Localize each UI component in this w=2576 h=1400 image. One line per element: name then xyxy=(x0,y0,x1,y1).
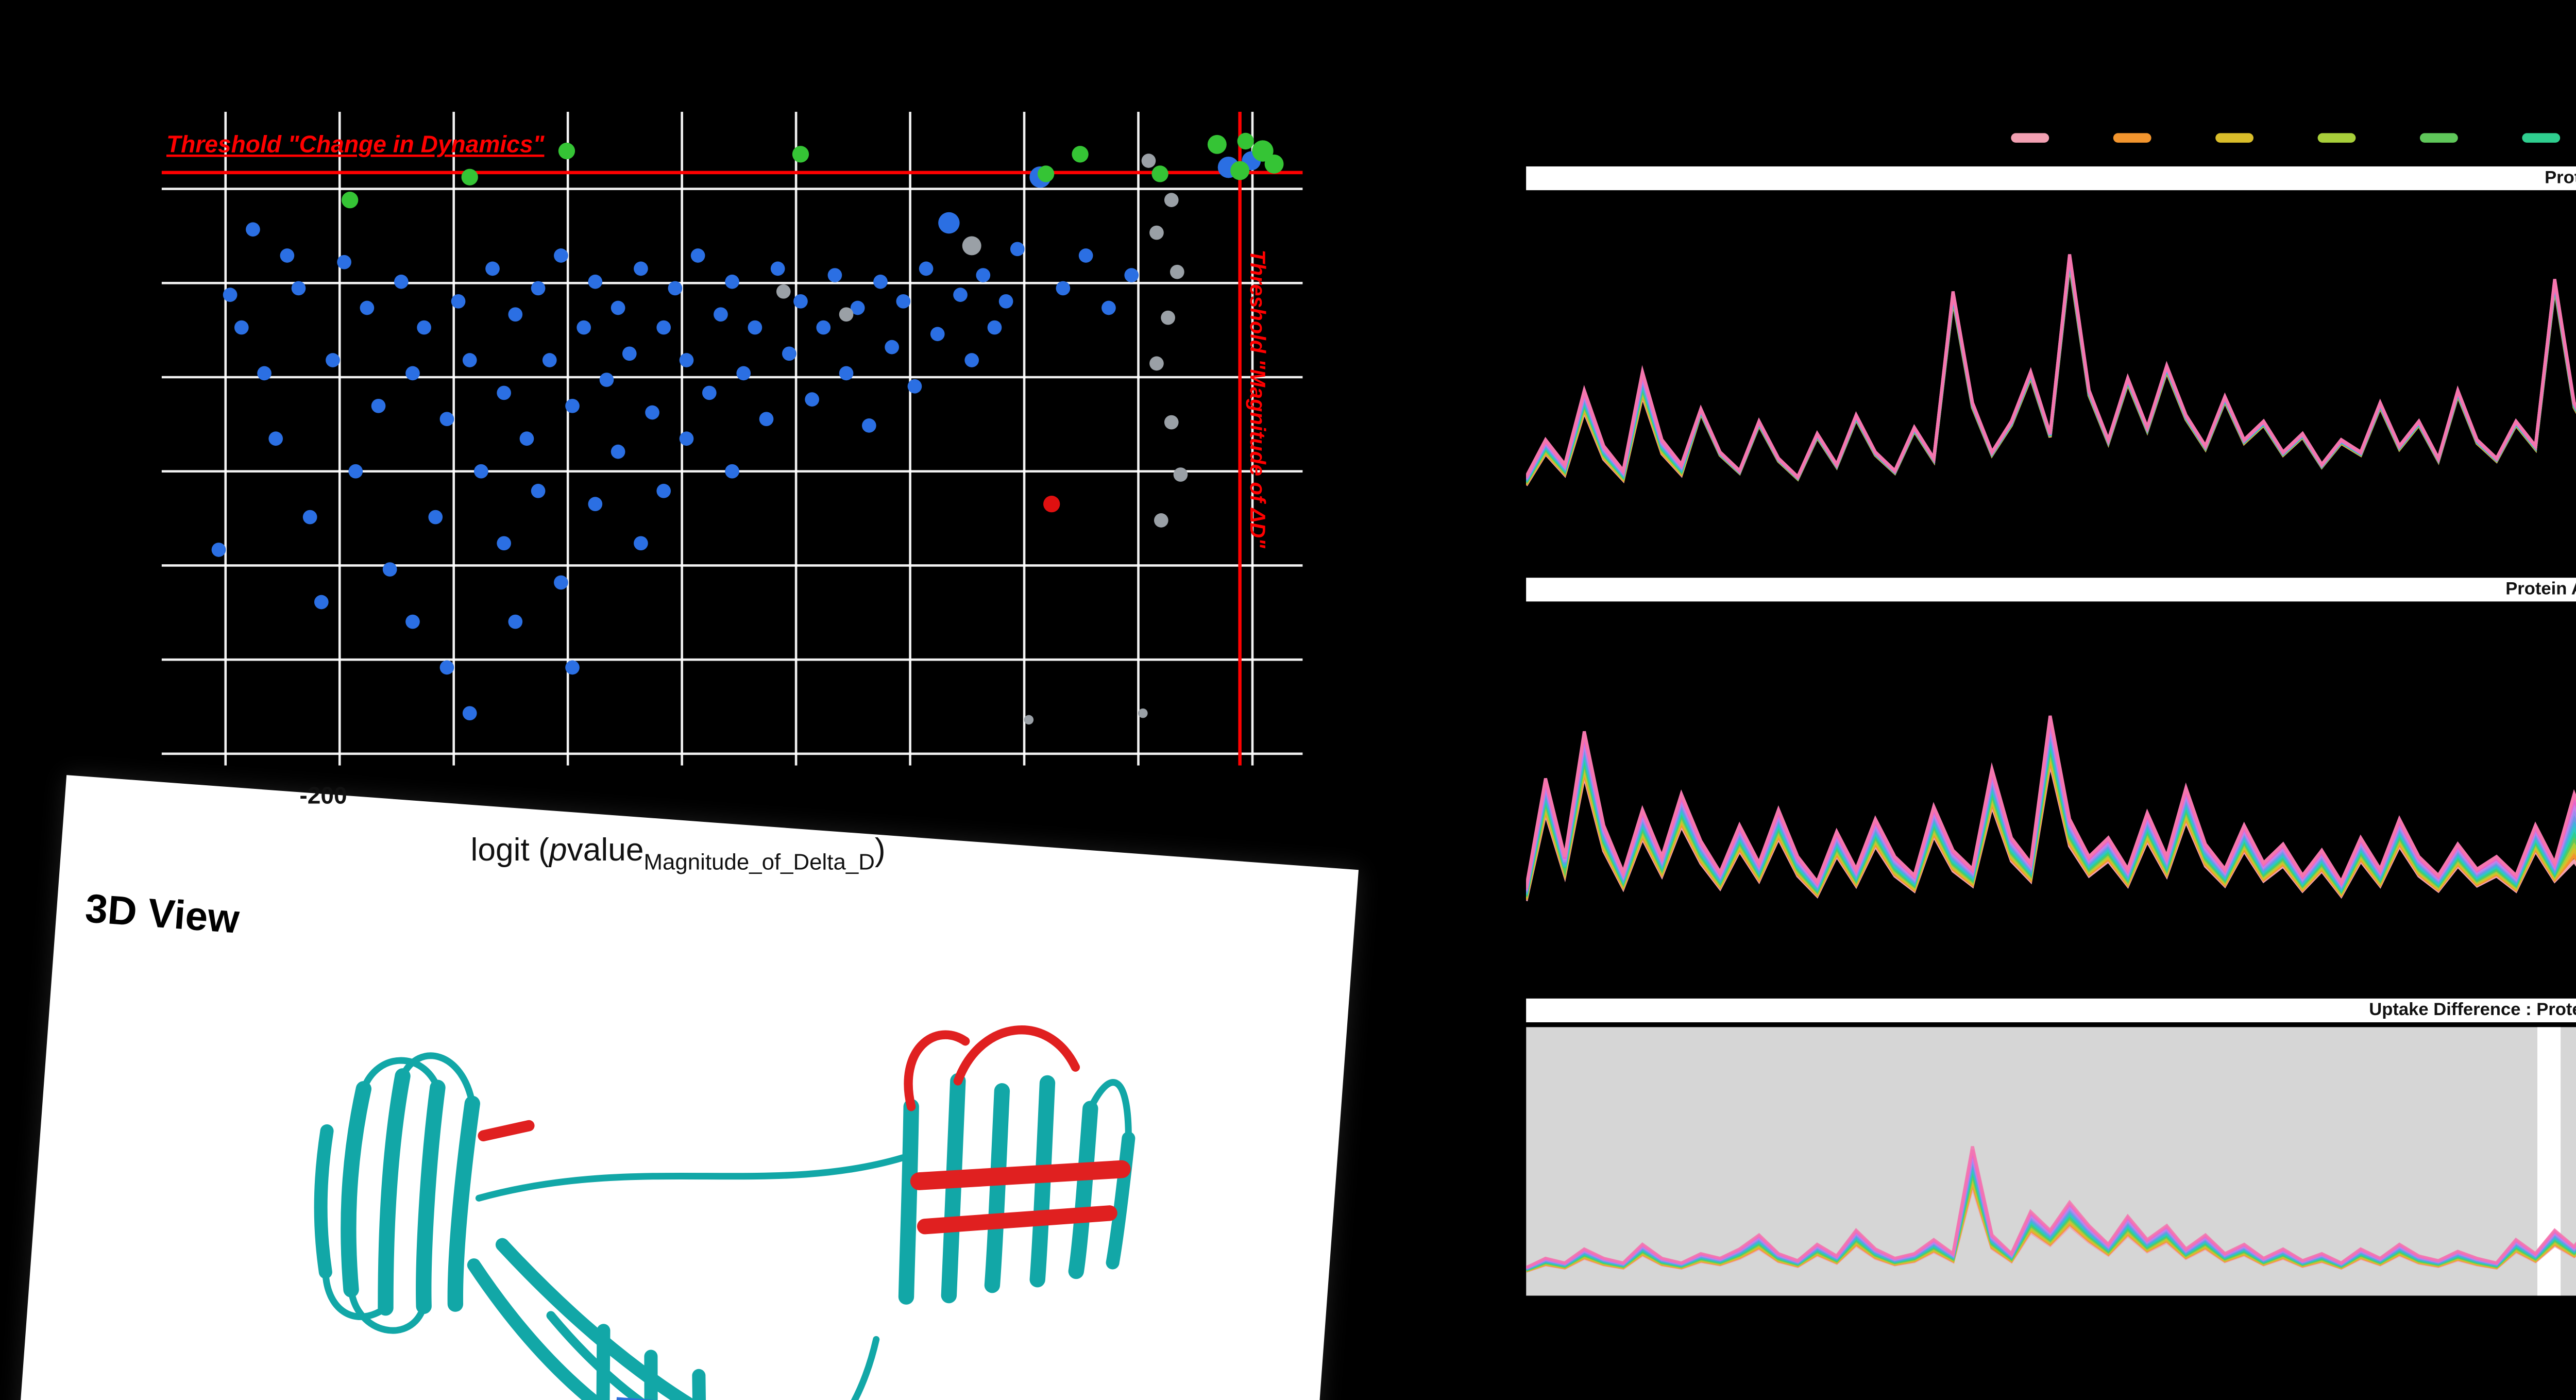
uptake-chart-protein-a-ligand[interactable] xyxy=(1526,609,2576,970)
legend-swatch[interactable] xyxy=(2419,133,2458,142)
chart-title-uptake-difference: Uptake Difference : Protein A - (Protein… xyxy=(1526,998,2576,1022)
volcano-scatter[interactable] xyxy=(161,111,1303,766)
legend-swatch[interactable] xyxy=(2215,133,2254,142)
legend-swatch[interactable] xyxy=(2011,133,2049,142)
volcano-x-tick: -200 xyxy=(299,784,347,811)
volcano-x-axis-label: logit (pvalueMagnitude_of_Delta_D) xyxy=(471,832,886,876)
legend-swatch[interactable] xyxy=(2113,133,2151,142)
viewer-3d-panel[interactable]: 3D View xyxy=(14,775,1359,1400)
chart-title-protein-a-ligand: Protein A + Ligand xyxy=(1526,578,2576,602)
axis-label-p: p xyxy=(549,832,567,868)
chart-title-protein-a: Protein A xyxy=(1526,166,2576,191)
volcano-plot-panel: Threshold "Change in Dynamics" Threshold… xyxy=(161,111,1303,766)
threshold-magnitude-label: Threshold "Magnitude of ΔD" xyxy=(1245,249,1269,548)
axis-label-close: ) xyxy=(874,832,886,868)
axis-label-prefix: logit ( xyxy=(470,832,549,868)
legend-swatch[interactable] xyxy=(2317,133,2356,142)
time-legend xyxy=(2011,133,2576,142)
protein-structure[interactable] xyxy=(123,906,1278,1400)
axis-label-value: value xyxy=(567,832,644,868)
legend-swatch[interactable] xyxy=(2522,133,2561,142)
uptake-chart-protein-a[interactable] xyxy=(1526,195,2576,552)
threshold-dynamics-label: Threshold "Change in Dynamics" xyxy=(166,133,545,160)
axis-label-subscript: Magnitude_of_Delta_D xyxy=(643,850,875,877)
uptake-difference-chart[interactable] xyxy=(1526,1027,2576,1296)
